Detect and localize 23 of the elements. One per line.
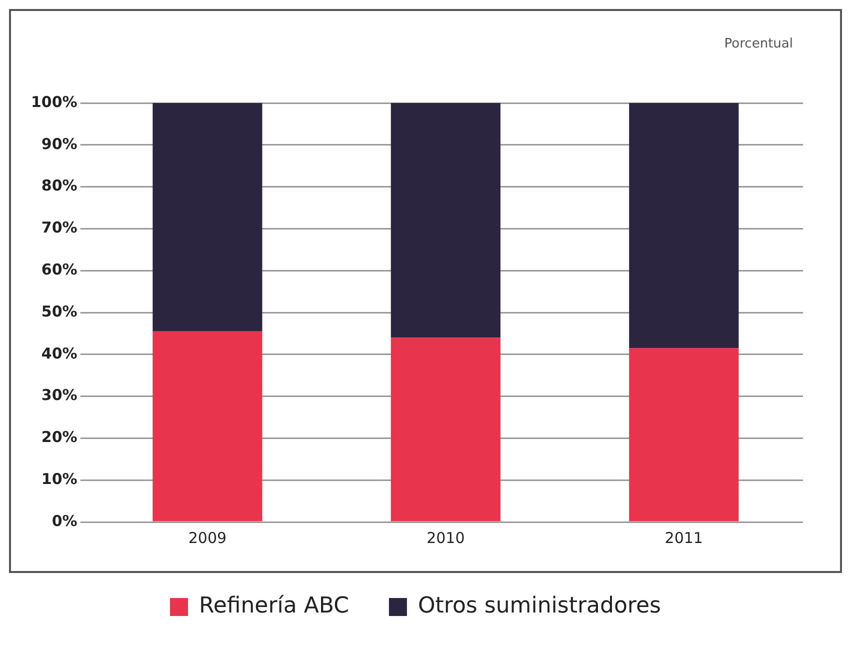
y-tick-label: 60%	[41, 260, 78, 278]
bar	[152, 103, 262, 332]
y-tick-label: 20%	[41, 428, 78, 446]
x-tick-label: 2011	[664, 528, 703, 547]
bar	[152, 331, 262, 522]
y-tick-label: 70%	[41, 218, 78, 237]
y-tick-label: 100%	[30, 92, 78, 111]
y-tick-label: 30%	[41, 386, 78, 404]
text: Porcentual	[724, 36, 793, 52]
bar	[390, 338, 500, 522]
bar	[629, 348, 739, 522]
y-tick-label: 40%	[41, 344, 78, 362]
bar	[629, 103, 739, 348]
legend-label: Refinería ABC	[199, 594, 349, 619]
y-tick-label: 50%	[41, 302, 78, 320]
y-tick-label: 80%	[41, 176, 78, 195]
y-tick-label: 0%	[52, 512, 78, 530]
y-tick-label: 10%	[41, 470, 78, 488]
x-tick-label: 2010	[426, 528, 465, 547]
bar	[390, 103, 500, 338]
x-tick-label: 2009	[188, 528, 227, 547]
y-tick-label: 90%	[41, 134, 78, 153]
legend-label: Otros suministradores	[418, 594, 661, 619]
